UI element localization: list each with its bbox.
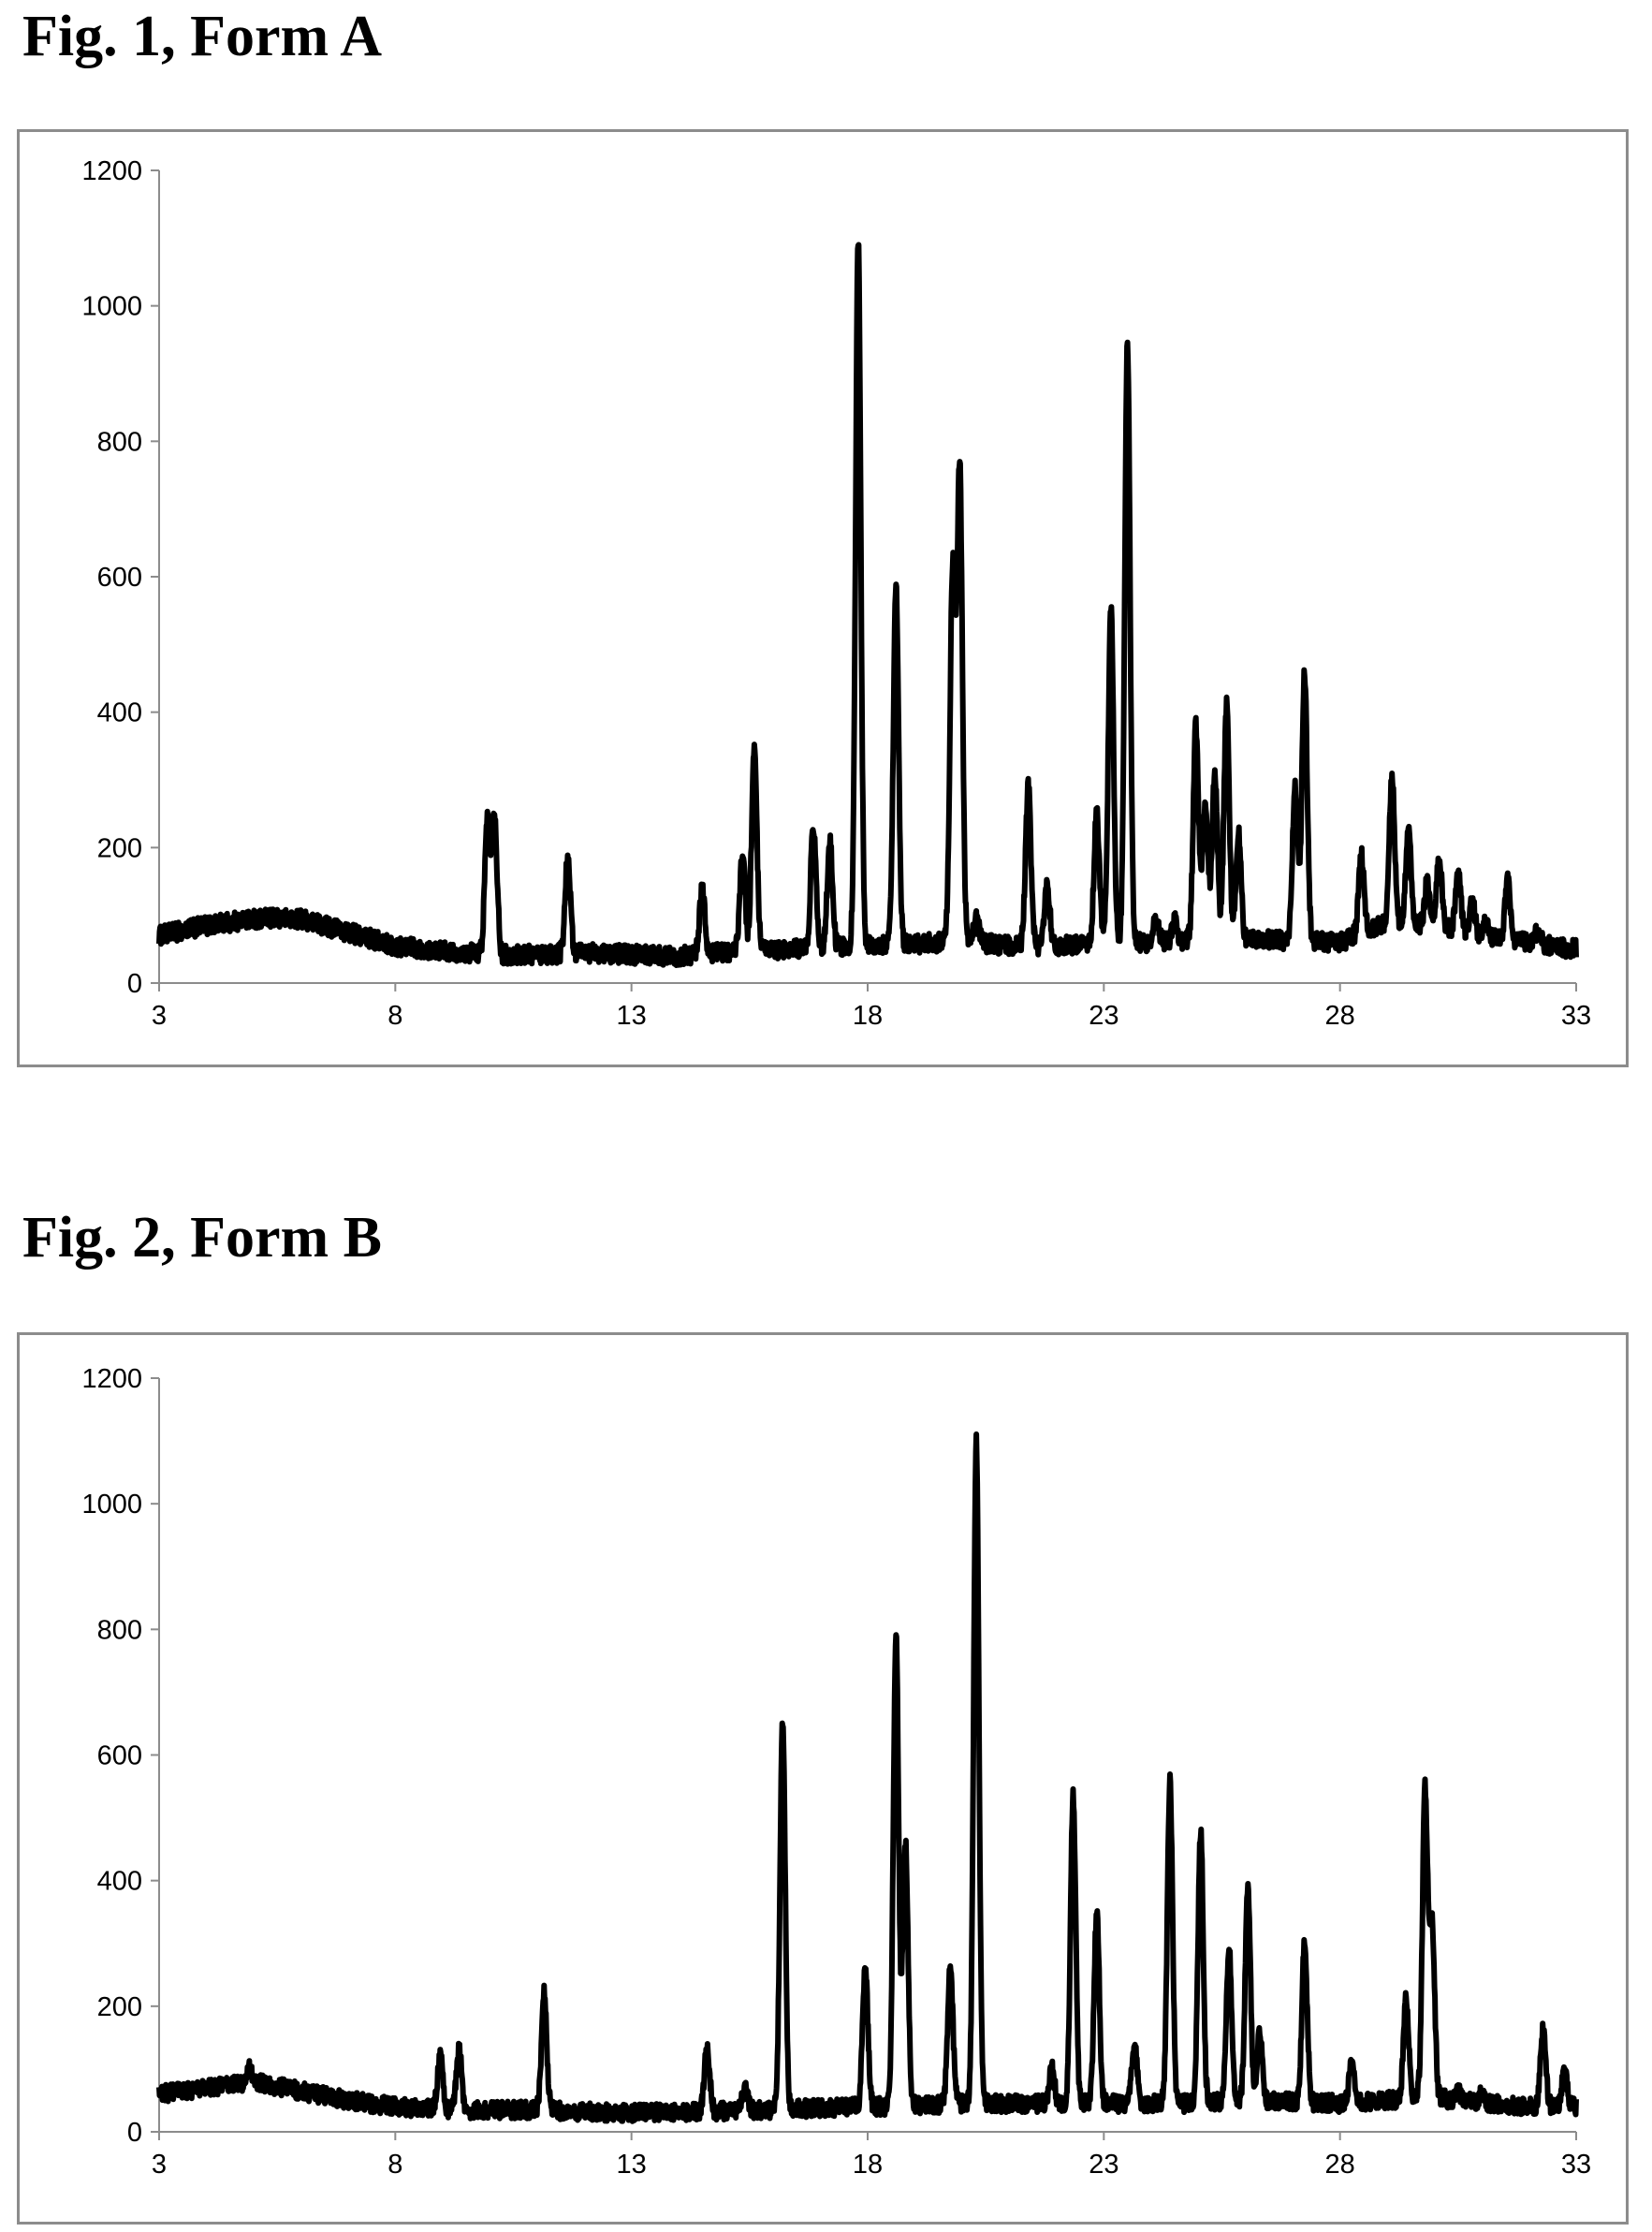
- y-tick-label: 400: [97, 698, 142, 728]
- x-tick-label: 18: [853, 1001, 883, 1031]
- figure-1-title: Fig. 1, Form A: [22, 5, 382, 68]
- x-tick-label: 23: [1089, 2150, 1118, 2180]
- y-tick-label: 800: [97, 427, 142, 457]
- x-tick-label: 8: [387, 2150, 402, 2180]
- xrd-pattern-line: [156, 1431, 1579, 2124]
- y-tick-label: 800: [97, 1615, 142, 1645]
- x-tick-label: 28: [1325, 2150, 1355, 2180]
- x-tick-label: 33: [1561, 2150, 1591, 2180]
- chart-panel-form-b: 0 200 400 600 800 1000 1200 3 8 13 18 23 28 33: [17, 1332, 1629, 2225]
- y-tick-label: 0: [127, 969, 142, 999]
- y-tick-label: 1000: [81, 292, 142, 322]
- figure-2-title: Fig. 2, Form B: [22, 1206, 382, 1270]
- chart-form-b: 0 200 400 600 800 1000 1200 3 8 13 18 23 28 33: [81, 1364, 1591, 2180]
- x-tick-label: 8: [387, 1001, 402, 1031]
- chart-form-a: 0 200 400 600 800 1000 1200 3 8 13 18 23 28 33: [81, 156, 1591, 1031]
- x-tick-label: 13: [617, 2150, 647, 2180]
- y-tick-label: 200: [97, 833, 142, 863]
- chart-panel-form-a: 0 200 400 600 800 1000 1200 3 8 13 18 23 28 33: [17, 129, 1629, 1067]
- y-tick-label: 200: [97, 1992, 142, 2022]
- y-tick-label: 1200: [81, 156, 142, 186]
- x-tick-label: 3: [152, 1001, 167, 1031]
- x-tick-label: 23: [1089, 1001, 1118, 1031]
- y-tick-label: 0: [127, 2118, 142, 2148]
- y-tick-label: 600: [97, 1741, 142, 1771]
- x-tick-label: 3: [152, 2150, 167, 2180]
- x-tick-label: 28: [1325, 1001, 1355, 1031]
- x-tick-label: 18: [853, 2150, 883, 2180]
- y-tick-label: 1200: [81, 1364, 142, 1394]
- y-tick-label: 400: [97, 1867, 142, 1897]
- x-tick-label: 33: [1561, 1001, 1591, 1031]
- xrd-pattern-line: [156, 242, 1579, 968]
- y-tick-label: 600: [97, 563, 142, 593]
- x-tick-label: 13: [617, 1001, 647, 1031]
- y-tick-label: 1000: [81, 1490, 142, 1520]
